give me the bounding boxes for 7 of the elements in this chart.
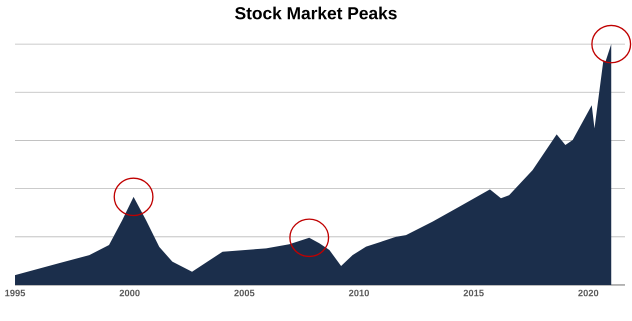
- chart-title: Stock Market Peaks: [235, 6, 397, 20]
- x-tick-label: 2005: [234, 290, 254, 296]
- x-tick-label: 2010: [348, 290, 369, 296]
- x-tick-label: 2020: [578, 290, 598, 296]
- x-tick-label: 1995: [5, 290, 26, 296]
- x-tick-label: 2000: [120, 290, 140, 296]
- x-tick-label: 2015: [464, 290, 484, 296]
